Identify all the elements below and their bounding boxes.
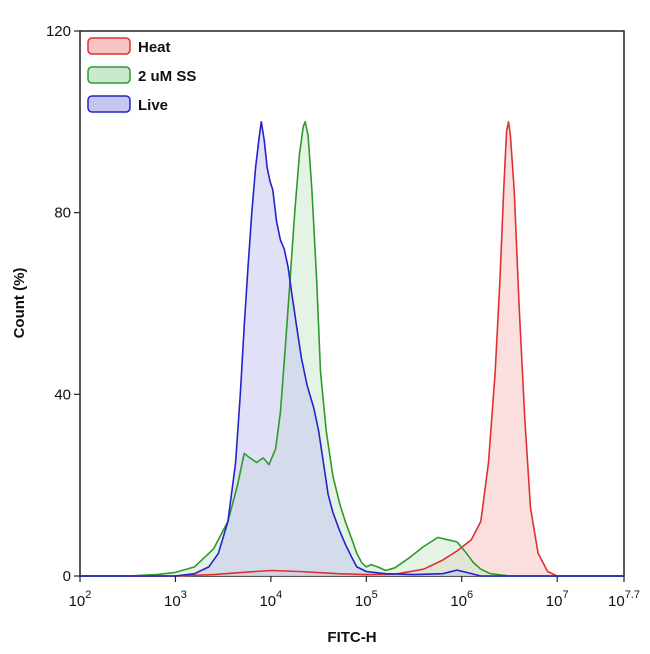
x-tick-label: 107 — [546, 589, 569, 610]
legend-swatch — [87, 37, 131, 55]
x-tick-label: 104 — [259, 589, 282, 610]
series-layer — [80, 121, 624, 577]
legend-swatch — [87, 66, 131, 84]
x-tick-label: 107.7 — [608, 589, 640, 610]
series-area-2 — [80, 121, 624, 577]
series-line-2 — [80, 121, 624, 577]
series-area-0 — [80, 121, 624, 577]
y-tick-label: 120 — [46, 23, 71, 40]
legend-label: 2 uM SS — [138, 68, 196, 85]
legend-swatch — [87, 95, 131, 113]
y-tick-label: 80 — [54, 205, 71, 222]
legend: Heat 2 uM SS Live — [87, 37, 196, 114]
x-tick-label: 102 — [69, 589, 92, 610]
y-tick-label: 40 — [54, 386, 71, 403]
x-tick-label: 103 — [164, 589, 187, 610]
series-line-1 — [80, 121, 624, 577]
axis-layer: 0 40 80 120 102 103 104 105 106 107 107.7 — [46, 23, 640, 610]
x-tick-label: 105 — [355, 589, 378, 610]
y-tick-label: 0 — [63, 568, 71, 585]
x-axis-title: FITC-H — [327, 629, 376, 646]
legend-label: Heat — [138, 39, 171, 56]
y-axis-title: Count (%) — [11, 268, 28, 339]
series-area-1 — [80, 121, 624, 577]
series-line-0 — [80, 121, 624, 577]
x-tick-label: 106 — [450, 589, 473, 610]
legend-label: Live — [138, 97, 168, 114]
